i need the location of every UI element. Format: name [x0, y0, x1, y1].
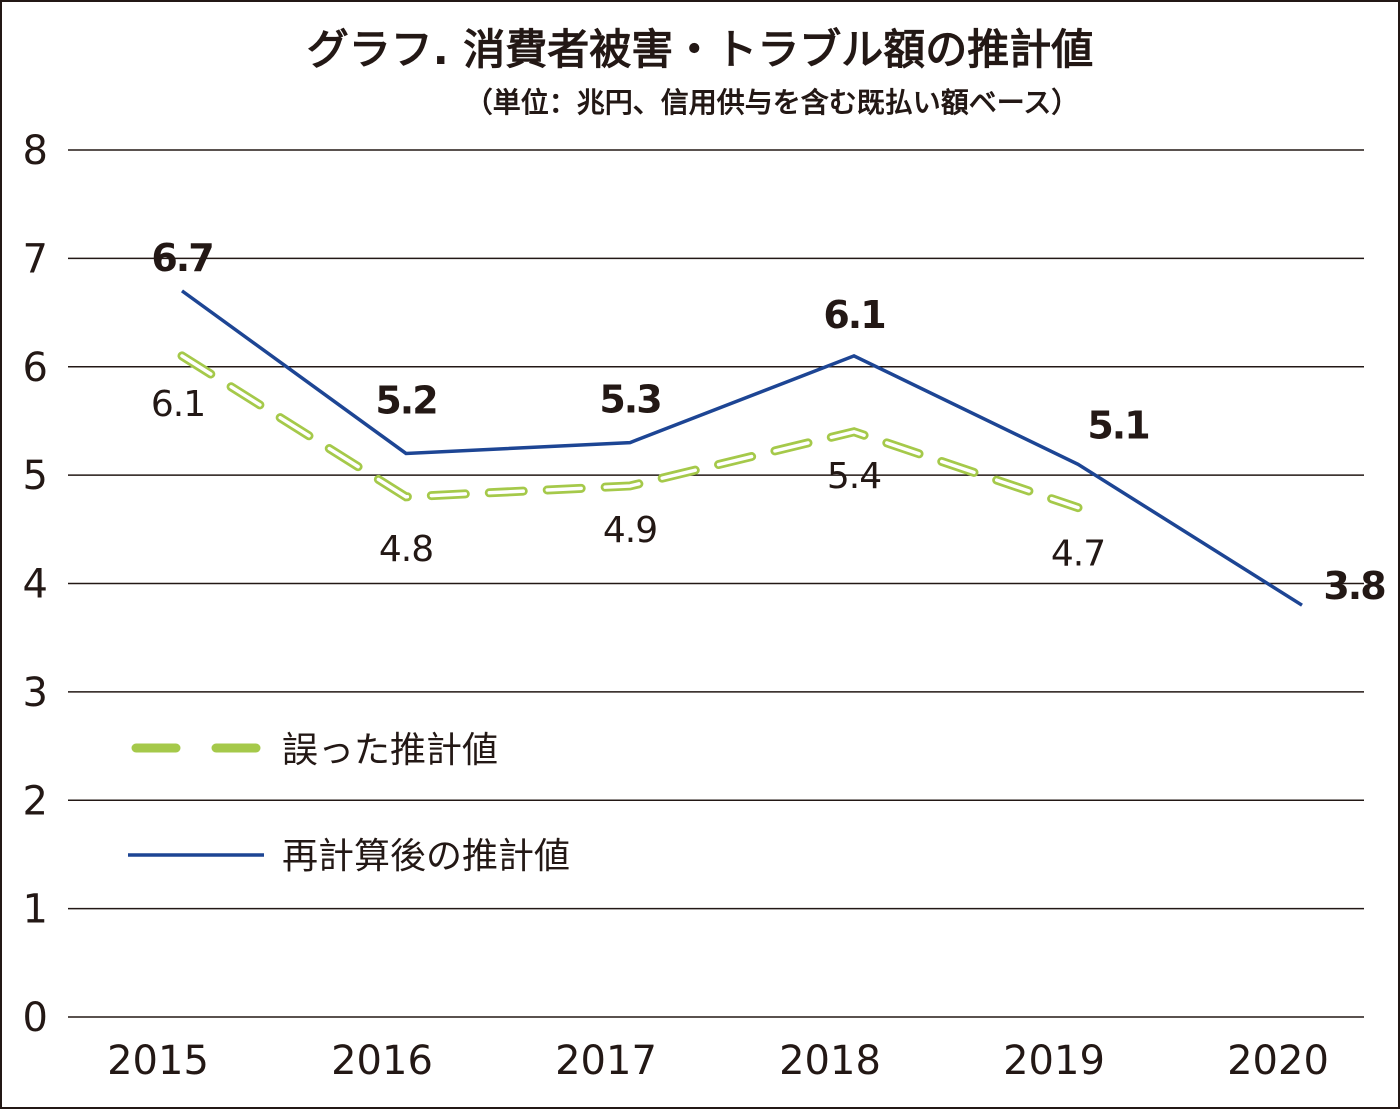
series-layer: [177, 289, 1303, 607]
data-labels: 6.7 5.2 5.3 6.1 5.1 3.8 6.1 4.8 4.9 5.4 4.7: [151, 236, 1387, 608]
y-tick-label: 2: [23, 778, 48, 824]
legend: 誤った推計値 再計算後の推計値: [128, 730, 570, 877]
x-tick-label: 2017: [555, 1038, 657, 1084]
y-axis-ticks: 0 1 2 3 4 5 6 7 8: [23, 128, 48, 1041]
legend-label-wrong-estimate: 誤った推計値: [282, 730, 498, 771]
chart-title: グラフ. 消費者被害・トラブル額の推計値: [307, 25, 1094, 74]
y-tick-label: 4: [23, 562, 48, 608]
data-label-wrong: 4.9: [603, 510, 657, 551]
y-tick-label: 7: [23, 236, 48, 282]
x-axis-ticks: 2015 2016 2017 2018 2019 2020: [107, 1038, 1329, 1084]
data-label-wrong: 6.1: [151, 384, 205, 425]
x-tick-label: 2019: [1003, 1038, 1105, 1084]
grid-lines: [68, 149, 1364, 1018]
series-line-1: [180, 289, 1303, 607]
y-tick-label: 8: [23, 128, 48, 174]
data-label-recalculated: 5.2: [375, 378, 436, 422]
y-tick-label: 6: [23, 345, 48, 391]
data-label-recalculated: 5.1: [1087, 403, 1148, 447]
data-label-recalculated: 6.7: [151, 236, 212, 280]
y-tick-label: 3: [23, 670, 48, 716]
x-tick-label: 2018: [779, 1038, 881, 1084]
x-tick-label: 2020: [1227, 1038, 1329, 1084]
y-tick-label: 0: [23, 995, 48, 1041]
data-label-recalculated: 3.8: [1323, 564, 1385, 608]
chart-subtitle: （単位：兆円、信用供与を含む既払い額ベース）: [465, 86, 1080, 119]
x-tick-label: 2016: [331, 1038, 433, 1084]
y-tick-label: 1: [23, 887, 48, 933]
x-tick-label: 2015: [107, 1038, 209, 1084]
y-tick-label: 5: [23, 453, 48, 499]
legend-label-recalculated-estimate: 再計算後の推計値: [282, 836, 570, 877]
series-line-core-0: [180, 354, 1080, 510]
data-label-wrong: 4.7: [1051, 534, 1105, 575]
data-label-recalculated: 5.3: [599, 378, 660, 422]
data-label-wrong: 4.8: [379, 529, 433, 570]
data-label-recalculated: 6.1: [823, 293, 884, 337]
data-label-wrong: 5.4: [827, 456, 881, 497]
